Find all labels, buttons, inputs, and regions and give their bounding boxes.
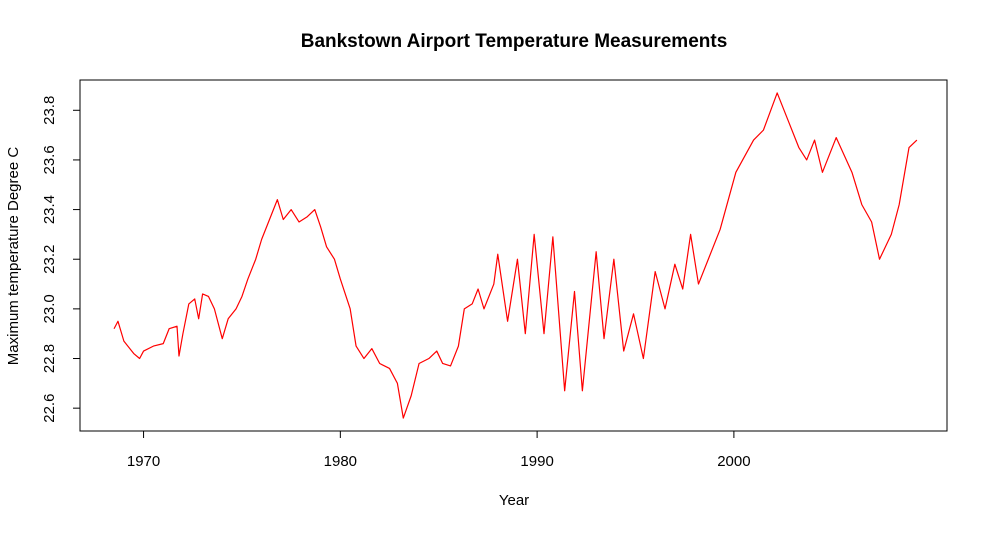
y-tick-label: 22.6 xyxy=(41,394,58,423)
y-tick-label: 23.2 xyxy=(41,245,58,274)
x-tick-label: 2000 xyxy=(717,453,750,470)
y-tick-label: 23.0 xyxy=(41,294,58,323)
y-tick-label: 23.8 xyxy=(41,96,58,125)
chart-title: Bankstown Airport Temperature Measuremen… xyxy=(301,31,728,52)
y-tick-label: 22.8 xyxy=(41,344,58,373)
x-tick-label: 1990 xyxy=(520,453,553,470)
x-axis-title: Year xyxy=(499,492,529,509)
y-axis-title: Maximum temperature Degree C xyxy=(5,147,22,366)
plot-frame xyxy=(79,79,948,432)
y-tick-label: 23.6 xyxy=(41,145,58,174)
x-tick-label: 1970 xyxy=(127,453,160,470)
y-tick-label: 23.4 xyxy=(41,195,58,224)
data-line xyxy=(113,92,918,419)
x-tick-label: 1980 xyxy=(324,453,357,470)
